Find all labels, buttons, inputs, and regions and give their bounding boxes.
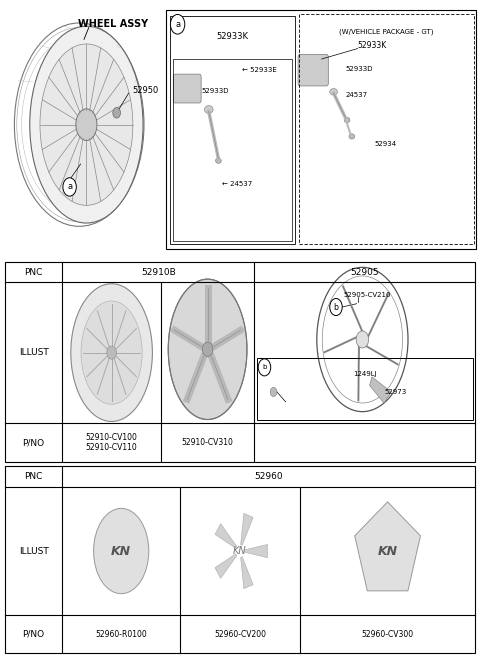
Text: ILLUST: ILLUST bbox=[19, 348, 48, 357]
Text: 52933D: 52933D bbox=[202, 87, 229, 94]
Circle shape bbox=[203, 342, 213, 357]
Text: 52905: 52905 bbox=[350, 268, 379, 277]
Circle shape bbox=[258, 359, 271, 376]
Text: 52905-CV210: 52905-CV210 bbox=[344, 292, 391, 298]
Text: 52960-R0100: 52960-R0100 bbox=[96, 630, 147, 638]
Text: PNC: PNC bbox=[24, 268, 43, 277]
Ellipse shape bbox=[168, 279, 247, 420]
Text: KN: KN bbox=[378, 544, 397, 558]
Ellipse shape bbox=[344, 117, 350, 123]
Text: KN: KN bbox=[111, 544, 131, 558]
Bar bbox=[257, 358, 473, 420]
Circle shape bbox=[270, 387, 277, 396]
FancyBboxPatch shape bbox=[173, 74, 201, 103]
Ellipse shape bbox=[40, 44, 133, 205]
Ellipse shape bbox=[30, 26, 143, 223]
Text: b: b bbox=[262, 364, 267, 371]
Text: 52910-CV100
52910-CV110: 52910-CV100 52910-CV110 bbox=[85, 433, 138, 453]
Circle shape bbox=[63, 178, 76, 196]
Polygon shape bbox=[240, 557, 253, 588]
Text: a: a bbox=[67, 182, 72, 192]
Ellipse shape bbox=[204, 106, 213, 113]
Ellipse shape bbox=[349, 134, 355, 139]
Text: 52973: 52973 bbox=[384, 389, 406, 395]
Text: (W/VEHICLE PACKAGE - GT): (W/VEHICLE PACKAGE - GT) bbox=[339, 28, 433, 35]
Text: ILLUST: ILLUST bbox=[19, 546, 48, 556]
Polygon shape bbox=[245, 544, 267, 558]
Bar bbox=[5, 262, 475, 462]
Text: 52960-CV200: 52960-CV200 bbox=[214, 630, 266, 638]
Text: 52934: 52934 bbox=[374, 141, 396, 148]
Bar bbox=[170, 16, 295, 244]
Bar bbox=[173, 59, 292, 241]
Circle shape bbox=[330, 298, 342, 316]
Text: KN: KN bbox=[233, 546, 247, 556]
FancyBboxPatch shape bbox=[298, 54, 328, 86]
Polygon shape bbox=[370, 377, 391, 403]
Bar bbox=[299, 14, 474, 244]
Circle shape bbox=[170, 14, 185, 34]
Polygon shape bbox=[215, 523, 237, 548]
Polygon shape bbox=[355, 502, 420, 591]
Ellipse shape bbox=[76, 109, 97, 140]
Text: 52933K: 52933K bbox=[358, 41, 386, 51]
Bar bbox=[5, 466, 475, 653]
Circle shape bbox=[107, 346, 117, 359]
Text: WHEEL ASSY: WHEEL ASSY bbox=[78, 19, 148, 30]
Text: 52960-CV300: 52960-CV300 bbox=[361, 630, 414, 638]
Text: 52910-CV310: 52910-CV310 bbox=[181, 438, 234, 447]
Ellipse shape bbox=[330, 89, 337, 95]
Text: 52933K: 52933K bbox=[217, 31, 249, 41]
Ellipse shape bbox=[216, 158, 221, 163]
Text: 52910B: 52910B bbox=[141, 268, 176, 277]
Circle shape bbox=[113, 108, 120, 118]
Text: ← 52933E: ← 52933E bbox=[242, 67, 277, 73]
Text: 52933D: 52933D bbox=[346, 66, 373, 72]
Text: P/NO: P/NO bbox=[23, 438, 45, 447]
Bar bbox=[166, 10, 476, 249]
Text: 52960: 52960 bbox=[254, 472, 283, 481]
Circle shape bbox=[356, 331, 369, 348]
Text: P/NO: P/NO bbox=[23, 630, 45, 638]
Text: 24537: 24537 bbox=[346, 92, 368, 98]
Text: ← 24537: ← 24537 bbox=[222, 180, 252, 187]
Text: a: a bbox=[175, 20, 180, 29]
Text: PNC: PNC bbox=[24, 472, 43, 481]
Polygon shape bbox=[240, 514, 253, 545]
Text: b: b bbox=[334, 302, 338, 312]
Ellipse shape bbox=[81, 301, 142, 404]
Text: 52950: 52950 bbox=[132, 86, 158, 95]
Ellipse shape bbox=[94, 508, 149, 594]
Ellipse shape bbox=[71, 283, 153, 422]
Text: 1249LJ: 1249LJ bbox=[353, 371, 377, 377]
Polygon shape bbox=[215, 554, 237, 579]
